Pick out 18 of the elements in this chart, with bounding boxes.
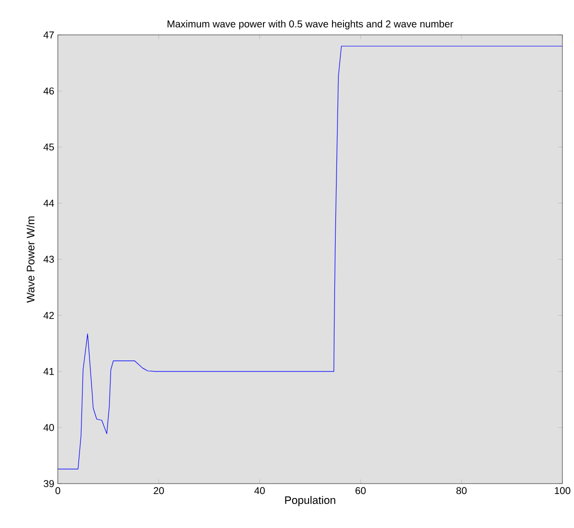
x-axis-title: Population (285, 496, 336, 506)
x-tick-label: 40 (254, 486, 265, 494)
y-tick-label: 44 (44, 200, 54, 206)
y-tick-label: 41 (44, 368, 54, 375)
y-tick-label: 47 (44, 31, 54, 38)
y-tick-label: 40 (44, 424, 54, 431)
x-tick-label: 80 (456, 486, 467, 494)
x-tick-label: 0 (55, 486, 60, 494)
y-tick-label: 42 (44, 312, 54, 319)
y-tick-label: 39 (44, 480, 54, 487)
x-tick-label: 60 (356, 486, 366, 494)
y-axis-title: Wave Power W/m (26, 216, 34, 302)
y-tick-label: 45 (44, 143, 54, 150)
y-tick-label: 43 (44, 256, 54, 263)
x-tick-label: 100 (554, 486, 570, 494)
y-tick-label: 46 (44, 87, 54, 94)
x-tick-label: 20 (154, 486, 164, 494)
chart-title: Maximum wave power with 0.5 wave heights and 2 wave number (168, 20, 454, 30)
